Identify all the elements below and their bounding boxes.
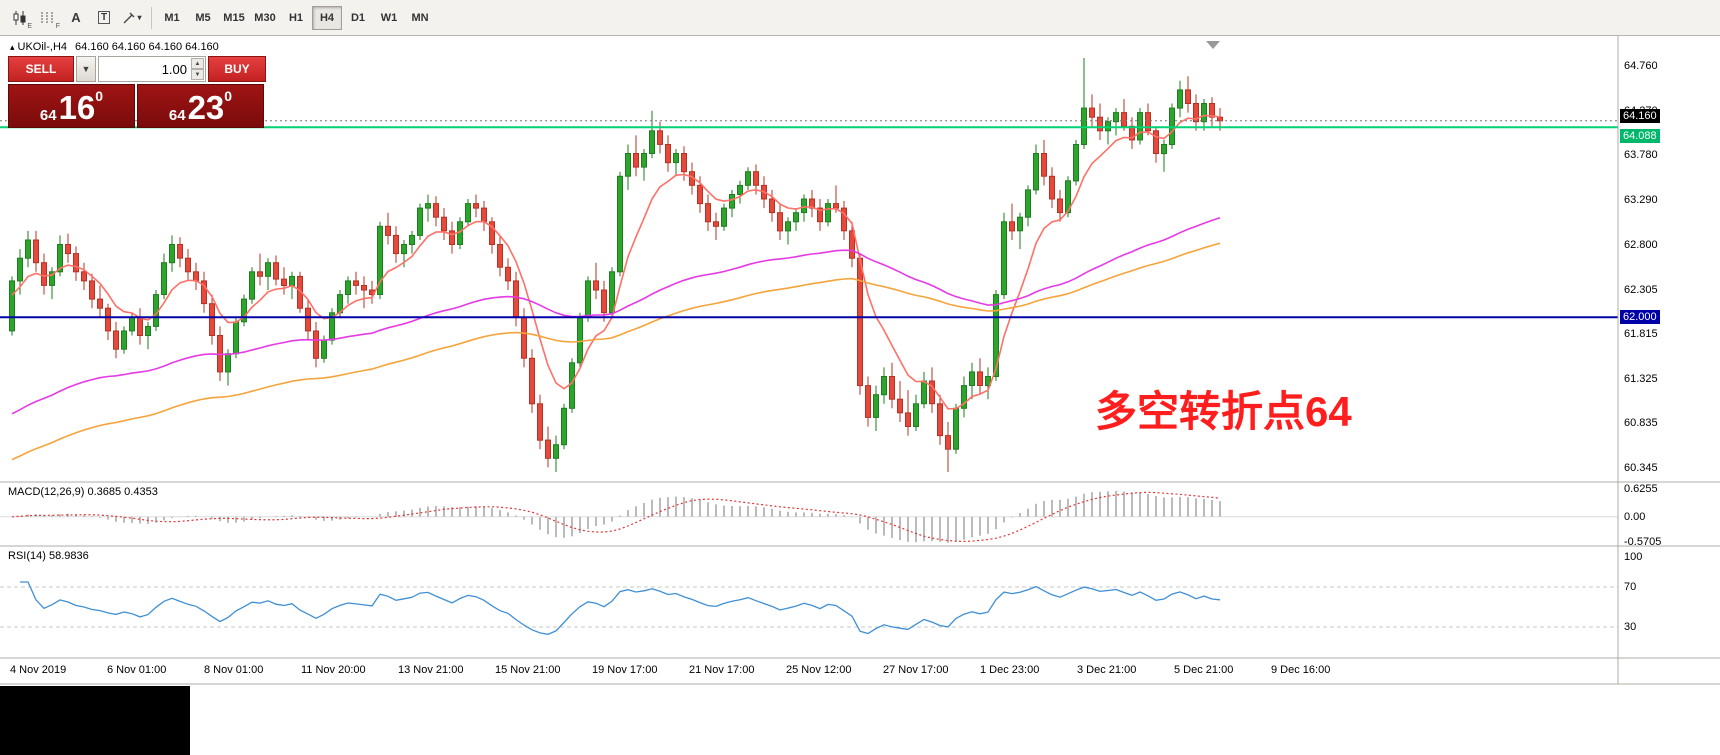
order-entry-row: SELL ▼ ▲ ▼ BUY [8,56,266,82]
chart-annotation-text: 多空转折点64 [1095,388,1352,435]
buy-price-tile[interactable]: 64 23 0 [137,84,264,128]
drawing-tools-icon[interactable]: ▾ [118,5,146,31]
sell-price-bigfigure: 64 [39,107,57,124]
volume-field: ▲ ▼ [98,56,206,82]
timeframe-button-m15[interactable]: M15 [219,6,249,30]
one-click-trading-panel: SELL ▼ ▲ ▼ BUY 64 16 0 64 23 0 [8,56,266,128]
grid-style-icon[interactable]: F [34,5,62,31]
sell-button[interactable]: SELL [8,56,74,82]
cursor-tool-icon[interactable]: A [62,5,90,31]
bottom-left-black-panel [0,686,190,755]
grid-glyph [41,11,53,24]
buy-price-pips: 23 [187,89,225,126]
candlestick-style-icon[interactable]: E [6,5,34,31]
chart-header: ▴ UKOil-,H4 64.160 64.160 64.160 64.160 [10,41,219,53]
timeframe-group: M1 M5 M15 M30 H1 H4 D1 W1 MN [157,5,435,30]
timeframe-button-mn[interactable]: MN [405,6,435,30]
buy-price-pipette: 0 [224,88,233,104]
macd-indicator-label: MACD(12,26,9) 0.3685 0.4353 [8,486,158,498]
sell-price-tile[interactable]: 64 16 0 [8,84,135,128]
text-tool-letter: T [97,11,111,24]
timeframe-button-d1[interactable]: D1 [343,6,373,30]
grid-sub-letter: F [55,22,60,30]
collapse-icon: ▴ [10,42,15,52]
timeframe-button-h4[interactable]: H4 [312,5,342,30]
volume-input[interactable] [99,57,205,81]
candlestick-glyph [13,10,26,25]
chart-symbol-label: UKOil-,H4 [17,41,68,53]
volume-increase-button[interactable]: ▲ [191,58,204,69]
rsi-indicator-label: RSI(14) 58.9836 [8,550,89,562]
sell-price-pips: 16 [58,89,96,126]
timeframe-button-m30[interactable]: M30 [250,6,280,30]
style-sub-letter: E [27,22,32,30]
chart-ohlc-values: 64.160 64.160 64.160 64.160 [75,41,219,53]
chevron-down-icon: ▼ [81,64,91,74]
chevron-down-icon: ▾ [137,13,142,22]
timeframe-button-w1[interactable]: W1 [374,6,404,30]
sell-price-pipette: 0 [95,88,104,104]
buy-button[interactable]: BUY [208,56,266,82]
text-tool-icon[interactable]: T [90,5,118,31]
buy-price-bigfigure: 64 [168,107,186,124]
chart-shift-marker-icon [1206,41,1220,49]
timeframe-button-h1[interactable]: H1 [281,6,311,30]
cursor-tool-letter: A [71,10,81,25]
toolbar-separator [151,6,152,29]
timeframe-button-m5[interactable]: M5 [188,6,218,30]
volume-steppers: ▲ ▼ [191,58,204,80]
crosshair-glyph [123,12,135,23]
price-tiles-row: 64 16 0 64 23 0 [8,84,266,128]
volume-decrease-button[interactable]: ▼ [191,69,204,80]
timeframe-button-m1[interactable]: M1 [157,6,187,30]
order-options-caret-button[interactable]: ▼ [76,56,96,82]
top-toolbar: E F A T ▾ M1 M5 M15 M30 H1 H4 D1 W1 MN [0,0,1720,36]
